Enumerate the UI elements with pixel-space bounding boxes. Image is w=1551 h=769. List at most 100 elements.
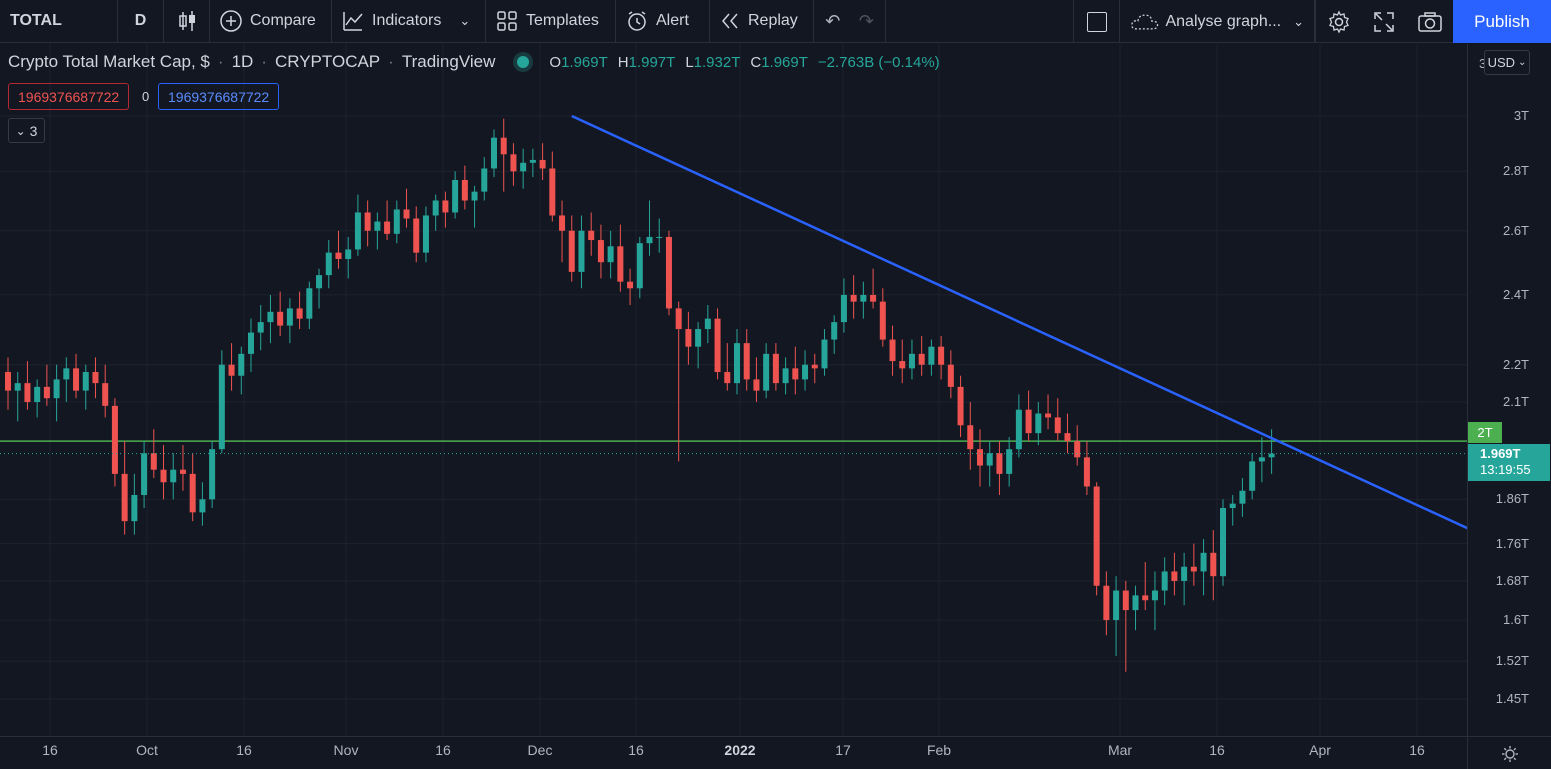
price-axis[interactable]: 3 3T 2.8T 2.6T 2.4T 2.2T 2.1T 1.86T 1.76T 1.68T 1… xyxy=(1467,44,1551,736)
interval-button[interactable]: D xyxy=(118,0,164,43)
collapse-count: 3 xyxy=(29,122,38,139)
legend-collapse-button[interactable]: ⌄ 3 xyxy=(8,118,45,143)
layout-menu-button[interactable]: Analyse graph... ⌄ xyxy=(1119,0,1315,43)
publish-button[interactable]: Publish xyxy=(1453,0,1551,43)
candle xyxy=(218,350,225,454)
candle xyxy=(248,318,254,373)
candle-body xyxy=(578,230,585,272)
value-box-left[interactable]: 1969376687722 xyxy=(8,83,130,110)
fullscreen-layout-button[interactable] xyxy=(1073,0,1119,43)
candle-body xyxy=(1210,552,1217,577)
undo-icon[interactable]: ↶ xyxy=(825,10,841,31)
candle xyxy=(82,364,89,410)
legend-source: TradingView xyxy=(401,52,496,71)
chevron-down-icon[interactable]: ⌄ xyxy=(459,13,471,28)
trendline-drawing xyxy=(571,114,1467,530)
candle xyxy=(947,350,954,399)
candle-body xyxy=(53,379,60,399)
fullscreen-button[interactable] xyxy=(1361,0,1407,43)
candle xyxy=(5,357,11,410)
open-key: O xyxy=(549,53,562,71)
time-axis-label: 17 xyxy=(835,742,851,758)
candle xyxy=(238,346,245,395)
compare-button[interactable]: Compare xyxy=(210,0,332,43)
plus-circle-icon xyxy=(220,10,242,32)
gear-icon xyxy=(1328,10,1349,33)
candle xyxy=(1064,413,1071,454)
price-axis-label: 2.6T xyxy=(1502,222,1529,238)
settings-button[interactable] xyxy=(1315,0,1361,43)
candle-body xyxy=(1113,590,1120,621)
alarm-clock-icon xyxy=(628,11,646,31)
chart-pane[interactable] xyxy=(0,44,1467,736)
candle xyxy=(899,339,906,384)
ohlc-values: O1.969T H1.997T L1.932T C1.969T −2.763B … xyxy=(549,54,939,71)
candle xyxy=(870,268,877,309)
time-axis-label: Dec xyxy=(527,742,553,758)
candle xyxy=(627,268,634,306)
candle-body xyxy=(938,346,945,365)
chevron-down-icon: ⌄ xyxy=(15,123,26,138)
candle xyxy=(938,336,945,380)
candle xyxy=(1015,394,1022,458)
candle xyxy=(1035,402,1042,446)
candle xyxy=(267,294,274,344)
price-axis-label: 2.4T xyxy=(1502,286,1529,302)
candle-body xyxy=(792,368,799,380)
redo-icon[interactable]: ↷ xyxy=(858,10,874,31)
candle xyxy=(189,453,196,522)
time-axis-label: 16 xyxy=(1209,742,1225,758)
candle-body xyxy=(1258,457,1265,462)
candle xyxy=(150,429,157,479)
alert-button[interactable]: Alert xyxy=(616,0,710,43)
candle-body xyxy=(432,200,439,216)
market-status-icon[interactable] xyxy=(517,56,530,68)
templates-icon xyxy=(497,11,517,31)
currency-selector[interactable]: USD ⌄ xyxy=(1484,50,1530,75)
indicators-button[interactable]: Indicators ⌄ xyxy=(332,0,486,43)
candle xyxy=(1161,557,1168,606)
candle-body xyxy=(1083,457,1090,487)
candle-body xyxy=(1035,413,1042,434)
candle-body xyxy=(1181,566,1188,581)
chart-type-button[interactable] xyxy=(164,0,210,43)
candle xyxy=(1249,453,1256,500)
candle-body xyxy=(1229,503,1236,508)
candle xyxy=(636,236,643,299)
close-key: C xyxy=(750,53,762,71)
candle-body xyxy=(228,364,235,376)
candle-body xyxy=(238,353,245,376)
candle xyxy=(753,357,760,403)
candle-body xyxy=(413,218,420,253)
candle-body xyxy=(267,311,274,323)
candle-body xyxy=(724,372,731,384)
candle xyxy=(24,361,31,410)
candle xyxy=(306,281,313,330)
snapshot-button[interactable] xyxy=(1407,0,1453,43)
candle-body xyxy=(1239,490,1246,504)
candle-body xyxy=(734,343,740,384)
candle-body xyxy=(763,353,770,391)
legend-separator: · xyxy=(388,52,394,71)
candle-body xyxy=(491,137,497,169)
candle xyxy=(860,281,867,319)
candle xyxy=(209,441,216,508)
candle xyxy=(1258,437,1265,483)
candle xyxy=(840,278,847,333)
templates-button[interactable]: Templates xyxy=(486,0,616,43)
candle-body xyxy=(753,379,760,391)
replay-button[interactable]: Replay xyxy=(710,0,814,43)
candle-body xyxy=(821,339,828,369)
candle-body xyxy=(63,368,70,380)
axis-settings-button[interactable] xyxy=(1467,737,1551,769)
candle-body xyxy=(695,329,702,347)
value-box-right[interactable]: 1969376687722 xyxy=(158,83,280,110)
legend-title: Crypto Total Market Cap, $ xyxy=(8,52,210,71)
currency-label: USD xyxy=(1487,55,1516,70)
candle xyxy=(617,224,624,292)
candle-body xyxy=(345,249,352,259)
candle-body xyxy=(860,294,867,302)
time-axis[interactable]: 16 Oct 16 Nov 16 Dec 16 2022 17 Feb Mar 16 Apr 16 xyxy=(0,736,1551,769)
candle-body xyxy=(1045,413,1052,418)
symbol-search-button[interactable]: TOTAL xyxy=(0,0,118,43)
